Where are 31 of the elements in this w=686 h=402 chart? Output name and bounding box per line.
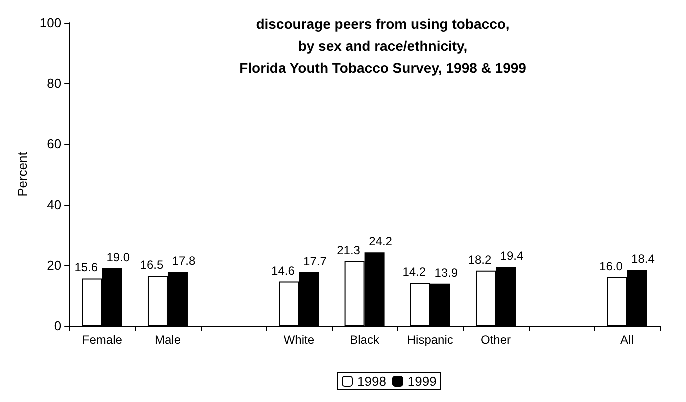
y-tick-label: 100 <box>40 16 62 30</box>
y-tick-label: 60 <box>47 136 62 152</box>
y-tick-label: 40 <box>47 197 62 212</box>
data-label: 13.9 <box>434 266 458 280</box>
x-tick-label: Male <box>154 333 182 347</box>
data-label: 24.2 <box>369 234 393 249</box>
data-label: 16.5 <box>140 258 164 272</box>
y-axis-title: Percent <box>15 152 30 197</box>
x-tick-label: All <box>620 333 634 347</box>
data-label: 18.4 <box>632 252 656 266</box>
x-tick-label: Female <box>82 333 123 347</box>
x-tick-label: Black <box>350 333 380 347</box>
text: discourage peers from using tobacco, by sex and race/ethnicity, Florida Youth Tobacco Survey, 1998 & 1999 <box>240 16 527 76</box>
legend-label: 1998 <box>358 374 386 389</box>
y-tick-label: 20 <box>47 258 62 273</box>
data-label: 16.0 <box>600 260 624 274</box>
data-label: 19.4 <box>500 249 524 264</box>
data-label: 17.8 <box>172 254 196 268</box>
data-label: 19.0 <box>106 250 130 264</box>
data-label: 14.6 <box>272 264 296 278</box>
y-tick-label: 80 <box>47 76 62 92</box>
data-label: 17.7 <box>304 254 328 268</box>
data-label: 18.2 <box>468 252 492 267</box>
data-label: 15.6 <box>74 260 98 275</box>
data-label: 21.3 <box>337 243 361 258</box>
x-tick-label: White <box>284 333 315 347</box>
y-tick-label: 0 <box>54 318 62 334</box>
legend-label: 1999 <box>408 374 437 389</box>
x-tick-label: Hispanic <box>407 333 454 347</box>
data-label: 14.2 <box>402 264 426 279</box>
x-tick-label: Other <box>480 333 512 347</box>
